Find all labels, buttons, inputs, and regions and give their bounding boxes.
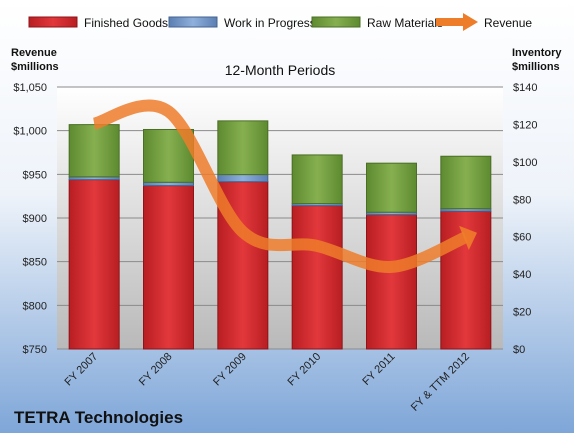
- legend-label: Revenue: [484, 16, 532, 30]
- bar-finished-goods: [68, 179, 120, 350]
- bar-raw-materials: [217, 120, 269, 176]
- legend-label: Finished Goods: [84, 16, 168, 30]
- bar-finished-goods: [143, 185, 194, 350]
- legend-label: Work in Progress: [224, 16, 316, 30]
- left-tick-label: $1,050: [13, 82, 47, 94]
- right-tick-label: $80: [513, 194, 531, 206]
- left-axis-label-line2: $millions: [11, 61, 59, 73]
- bar-work-in-progress: [217, 174, 269, 183]
- right-tick-label: $0: [513, 344, 525, 356]
- legend-swatch: [311, 16, 361, 28]
- gridlines: [57, 86, 503, 350]
- left-tick-label: $900: [23, 213, 47, 225]
- bar-raw-materials: [440, 155, 492, 210]
- legend: Finished Goods Work in Progress Raw Materi…: [28, 13, 532, 31]
- legend-arrowhead: [463, 13, 478, 31]
- legend-swatch: [168, 16, 218, 28]
- left-axis-ticks: $750 $800 $850 $900 $950 $1,000 $1,050: [13, 82, 47, 356]
- right-axis-label-line2: $millions: [512, 61, 560, 73]
- right-tick-label: $120: [513, 119, 537, 131]
- bar-finished-goods: [366, 214, 417, 350]
- left-tick-label: $800: [23, 300, 47, 312]
- bar-work-in-progress: [143, 181, 194, 187]
- left-tick-label: $950: [23, 169, 47, 181]
- bar-raw-materials: [291, 154, 343, 205]
- company-name: TETRA Technologies: [14, 408, 183, 427]
- revenue-line-path: [92, 99, 469, 273]
- bar-raw-materials: [68, 124, 120, 178]
- left-axis-label-line1: Revenue: [11, 47, 57, 59]
- right-tick-label: $100: [513, 157, 537, 169]
- bar-finished-goods: [291, 205, 343, 350]
- legend-label: Raw Materials: [367, 16, 443, 30]
- chart-title: 12-Month Periods: [225, 62, 336, 78]
- right-tick-label: $60: [513, 232, 531, 244]
- right-axis-label-line1: Inventory: [512, 47, 562, 59]
- left-tick-label: $1,000: [13, 126, 47, 138]
- right-tick-label: $40: [513, 269, 531, 281]
- legend-swatch: [28, 16, 78, 28]
- right-tick-label: $20: [513, 307, 531, 319]
- right-axis-ticks: $0 $20 $40 $60 $80 $100 $120 $140: [513, 82, 537, 356]
- revenue-line: [92, 99, 477, 273]
- bar-raw-materials: [366, 162, 417, 213]
- left-tick-label: $850: [23, 257, 47, 269]
- left-tick-label: $750: [23, 344, 47, 356]
- revenue-arrowhead: [459, 225, 477, 251]
- right-tick-label: $140: [513, 82, 537, 94]
